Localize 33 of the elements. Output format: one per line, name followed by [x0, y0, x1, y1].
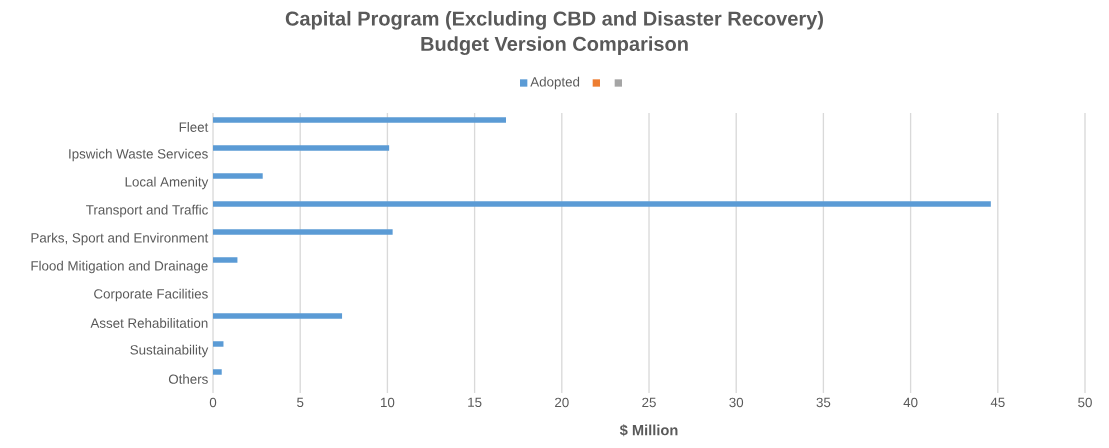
y-tick-label: Ipswich Waste Services	[69, 148, 208, 162]
y-tick-label: Parks, Sport and Environment	[31, 232, 209, 246]
y-tick-label: Sustainability	[130, 344, 209, 358]
bar	[213, 117, 506, 123]
x-tick-label: 30	[729, 397, 744, 408]
bar	[213, 201, 991, 207]
bar	[213, 173, 263, 179]
x-tick-label: 50	[1078, 397, 1092, 408]
bar	[213, 145, 390, 151]
x-tick-label: 20	[555, 397, 569, 408]
x-tick-label: 40	[903, 397, 918, 408]
y-tick-label: Flood Mitigation and Drainage	[31, 260, 208, 274]
bar	[213, 369, 222, 375]
x-tick-label: 10	[381, 397, 395, 408]
y-tick-label: Asset Rehabilitation	[90, 318, 208, 328]
x-tick-label: 15	[468, 397, 482, 407]
x-tick-label: 35	[816, 397, 831, 408]
bar	[213, 229, 393, 235]
bar	[213, 257, 238, 263]
x-tick-label: 25	[642, 397, 656, 408]
y-tick-label: Fleet	[179, 122, 209, 132]
x-tick-label: 45	[990, 397, 1005, 407]
y-tick-label: Corporate Facilities	[94, 288, 208, 302]
x-axis-title: $ Million	[619, 424, 678, 437]
y-tick-label: Transport and Traffic	[86, 204, 208, 218]
bar	[213, 313, 343, 319]
y-tick-label: Others	[168, 374, 208, 384]
x-tick-label: 0	[209, 397, 217, 408]
legend-label: Adopted	[530, 76, 580, 90]
x-tick-label: 5	[297, 397, 304, 407]
chart-title: Capital Program (Excluding CBD and Disaster Recovery) Budget Version Comparison	[285, 10, 823, 56]
bar	[213, 341, 224, 347]
y-tick-label: Local Amenity	[125, 176, 209, 190]
